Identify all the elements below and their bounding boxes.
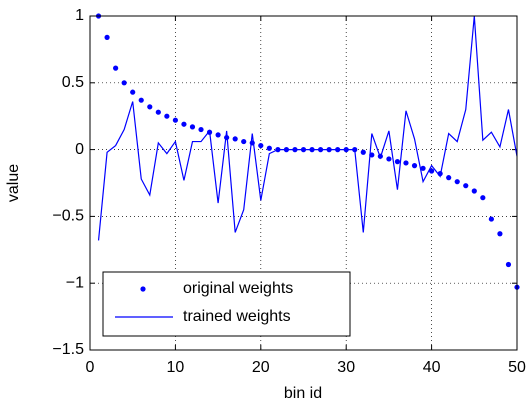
data-point <box>386 156 392 162</box>
y-axis-label: value <box>5 164 22 202</box>
data-point <box>505 261 512 268</box>
data-point <box>497 231 503 237</box>
data-point <box>360 149 366 155</box>
data-point <box>215 132 221 138</box>
data-point <box>189 124 196 130</box>
legend-label: trained weights <box>183 308 291 325</box>
legend-box <box>102 271 351 337</box>
data-point <box>113 65 119 71</box>
y-tick-label: 0.5 <box>62 74 84 91</box>
data-point <box>429 168 435 174</box>
data-point <box>420 165 426 171</box>
x-axis-label: bin id <box>284 385 322 402</box>
data-point <box>104 34 110 40</box>
data-point <box>480 195 486 201</box>
x-tick-label: 0 <box>86 359 95 376</box>
data-point <box>463 183 469 189</box>
data-point <box>198 126 204 133</box>
data-point <box>454 179 460 185</box>
data-point <box>411 163 418 169</box>
y-tick-label: −0.5 <box>52 208 84 225</box>
y-tick-label: 1 <box>75 7 84 24</box>
x-tick-label: 10 <box>167 359 185 376</box>
data-point <box>403 160 409 166</box>
y-tick-label: 0 <box>75 141 84 158</box>
x-tick-label: 40 <box>423 359 441 376</box>
y-tick-label: −1.5 <box>52 341 84 358</box>
legend-marker <box>140 286 146 292</box>
data-point <box>471 188 477 194</box>
data-point <box>241 138 247 145</box>
data-point <box>266 145 272 151</box>
data-point <box>155 109 161 115</box>
x-tick-label: 50 <box>508 359 526 376</box>
axes-box <box>89 15 518 351</box>
x-tick-label: 30 <box>337 359 355 376</box>
data-point <box>121 80 127 86</box>
data-point <box>446 175 452 181</box>
data-point <box>172 117 178 123</box>
data-point <box>164 113 170 119</box>
data-point <box>181 121 187 127</box>
data-point <box>258 142 264 149</box>
x-tick-label: 20 <box>252 359 270 376</box>
data-point <box>147 104 153 110</box>
data-point <box>130 89 136 95</box>
data-point <box>394 159 401 165</box>
data-point <box>488 216 494 222</box>
y-tick-label: −1 <box>66 274 84 291</box>
data-point <box>138 97 144 103</box>
data-point <box>232 136 238 142</box>
data-line <box>97 15 518 241</box>
legend-label: original weights <box>183 280 293 297</box>
